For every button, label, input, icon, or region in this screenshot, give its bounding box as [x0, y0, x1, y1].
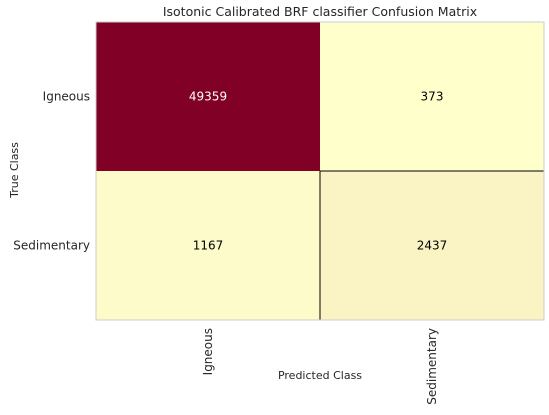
x-tick-label: Igneous	[201, 328, 215, 375]
y-tick-labels: Igneous Sedimentary	[13, 90, 90, 253]
heatmap-cell-1-1	[320, 171, 544, 320]
y-axis-label: True Class	[8, 142, 21, 199]
cell-value-labels: 49359 373 1167 2437	[189, 90, 447, 253]
x-tick-label: Sedimentary	[425, 328, 439, 405]
x-axis-label: Predicted Class	[278, 369, 362, 382]
cell-value-1-0: 1167	[193, 239, 224, 253]
plot-frame	[95, 21, 545, 321]
y-tick-label: Igneous	[43, 90, 90, 104]
y-tick-label: Sedimentary	[13, 239, 90, 253]
heatmap-cell-0-1	[320, 22, 544, 171]
heatmap-cells	[96, 22, 544, 320]
cell-value-0-1: 373	[421, 90, 444, 104]
x-tick-labels: Igneous Sedimentary	[201, 328, 439, 405]
cell-value-1-1: 2437	[417, 239, 448, 253]
heatmap-cell-0-0	[96, 22, 320, 171]
cell-dividers	[319, 170, 544, 320]
cell-value-0-0: 49359	[189, 90, 227, 104]
heatmap-cell-1-0	[96, 171, 320, 320]
chart-title: Isotonic Calibrated BRF classifier Confu…	[163, 4, 477, 19]
